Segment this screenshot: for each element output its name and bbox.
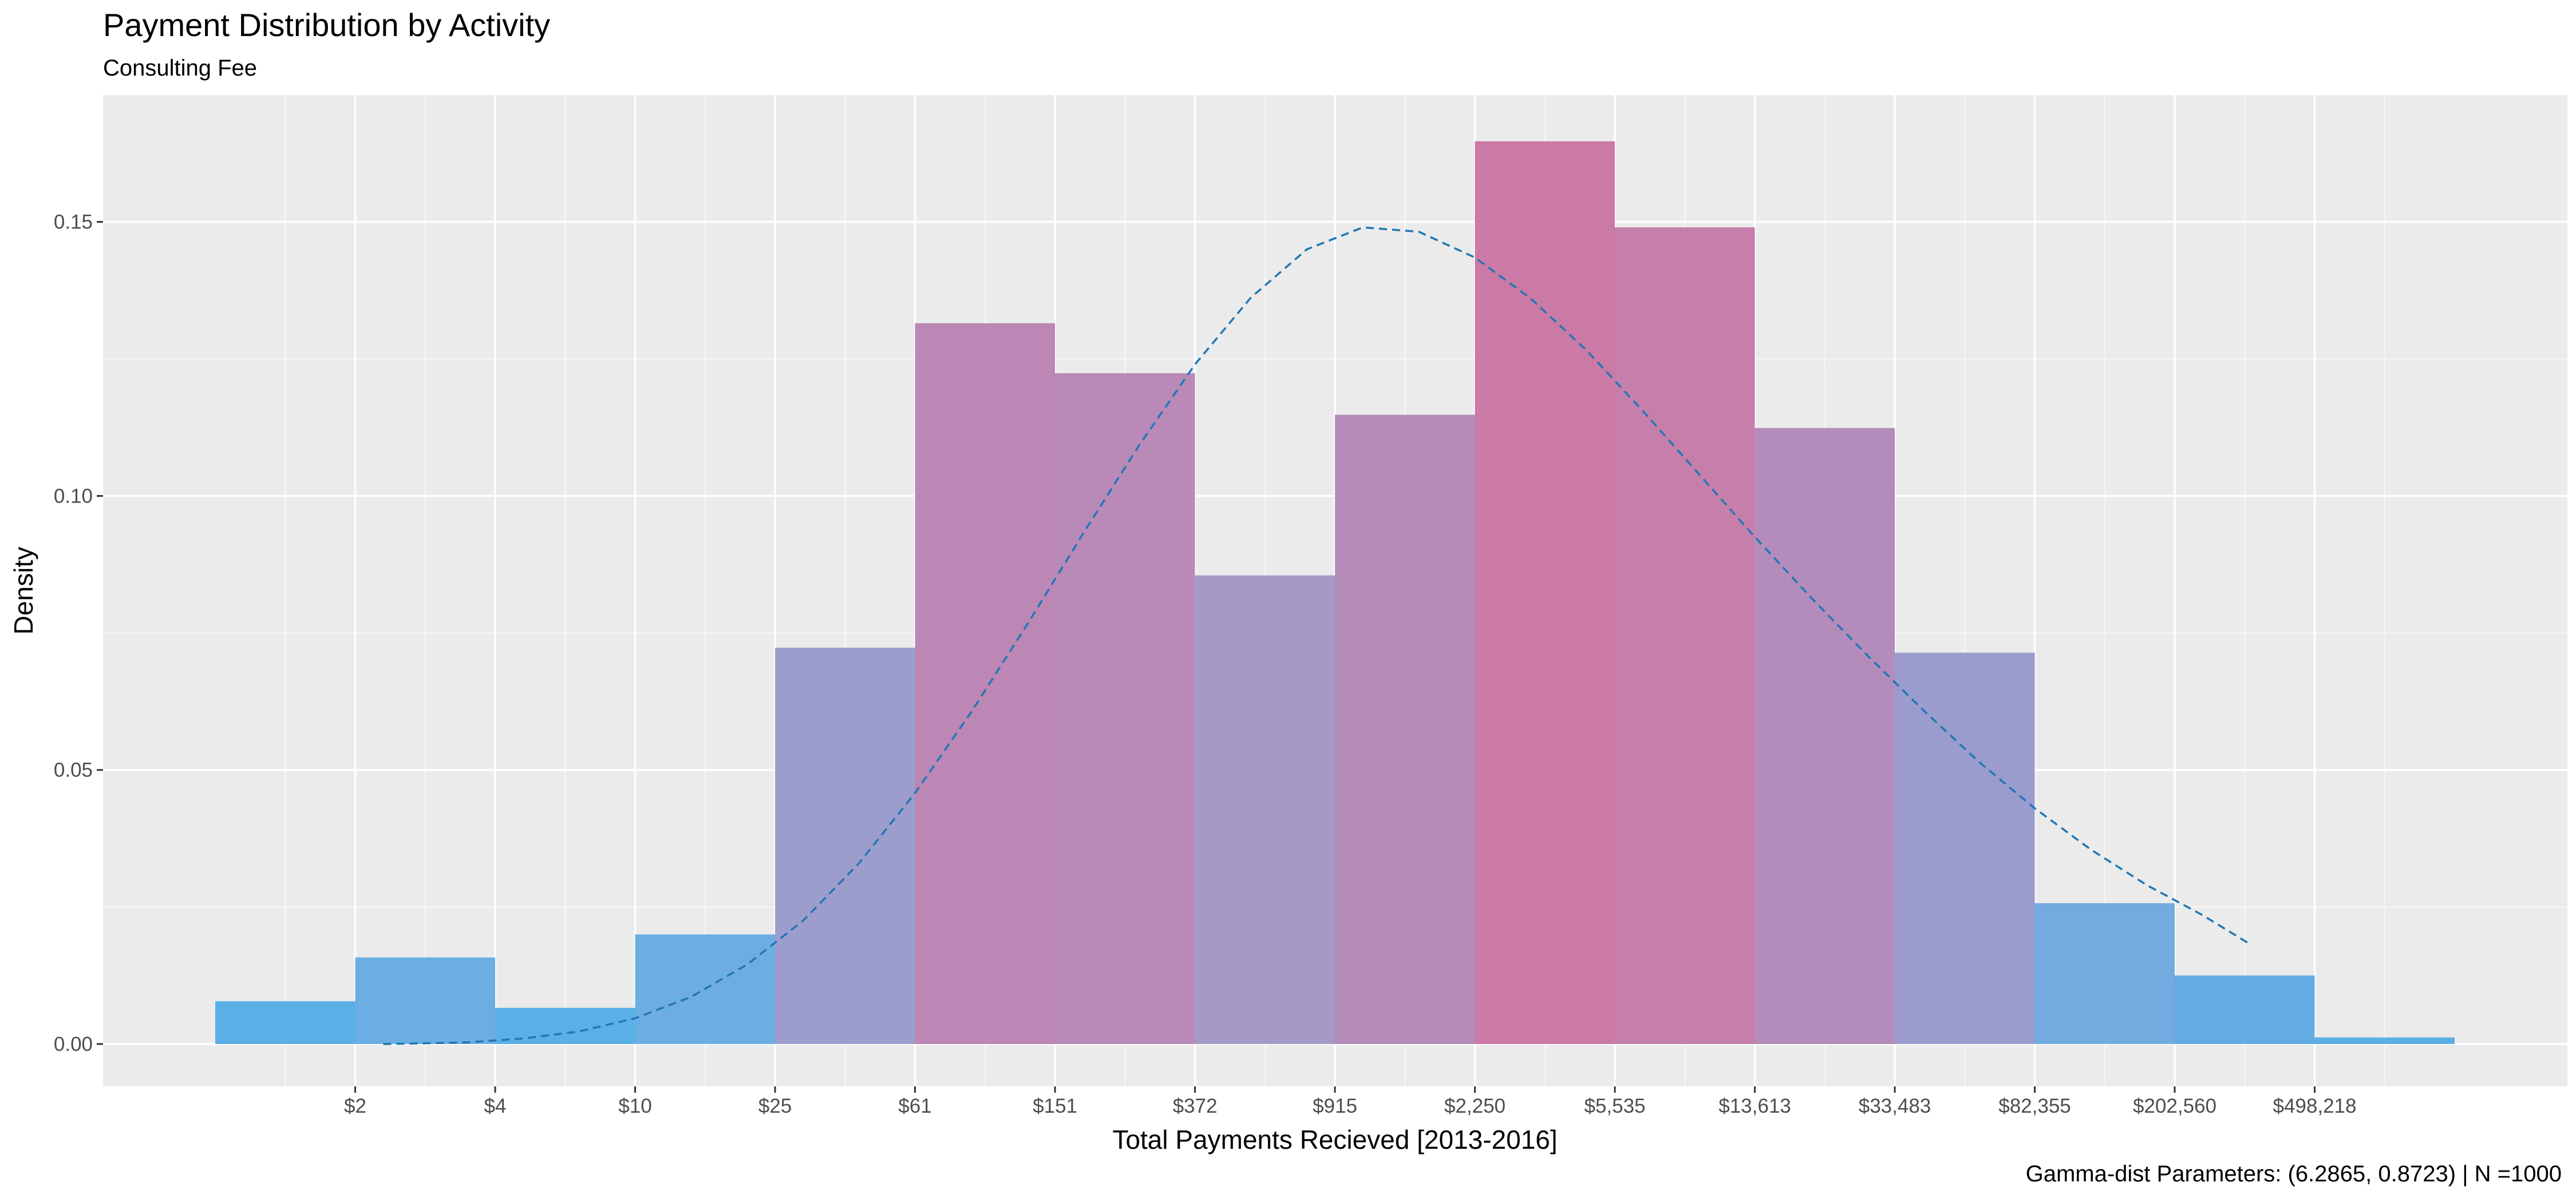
x-tick-label: $33,483 xyxy=(1859,1095,1931,1117)
x-tick-label: $151 xyxy=(1033,1095,1077,1117)
x-tick-label: $5,535 xyxy=(1584,1095,1645,1117)
y-axis-title: Density xyxy=(9,547,38,634)
chart-title: Payment Distribution by Activity xyxy=(103,7,551,43)
x-tick-label: $13,613 xyxy=(1718,1095,1791,1117)
histogram-bar xyxy=(2034,903,2175,1044)
histogram-bar xyxy=(1475,141,1615,1045)
histogram-bar xyxy=(1195,575,1335,1044)
x-tick-label: $2,250 xyxy=(1444,1095,1506,1117)
y-tick-label: 0.05 xyxy=(54,759,93,781)
histogram-bar xyxy=(2175,975,2315,1044)
x-tick-label: $25 xyxy=(758,1095,792,1117)
gamma-density-curve xyxy=(383,226,2249,1045)
x-tick-label: $202,560 xyxy=(2133,1095,2217,1117)
x-axis: $2 $4 $10 $25 $61 $151 $372 $915 $2,250 $5,535 $13… xyxy=(344,1086,2356,1117)
y-tick-label: 0.10 xyxy=(54,485,93,507)
histogram-bar xyxy=(215,1001,355,1044)
x-tick-label: $498,218 xyxy=(2273,1095,2357,1117)
x-tick-label: $10 xyxy=(618,1095,651,1117)
chart-subtitle: Consulting Fee xyxy=(103,56,258,81)
x-tick-label: $82,355 xyxy=(1998,1095,2071,1117)
y-tick-label: 0.00 xyxy=(54,1033,93,1055)
histogram-bar xyxy=(915,323,1055,1045)
x-tick-label: $61 xyxy=(898,1095,931,1117)
x-tick-label: $4 xyxy=(484,1095,507,1117)
histogram-bar xyxy=(1615,227,1755,1044)
chart-caption: Gamma-dist Parameters: (6.2865, 0.8723) … xyxy=(2025,1161,2562,1187)
histogram-bar xyxy=(1895,653,2035,1044)
x-tick-label: $372 xyxy=(1173,1095,1218,1117)
histogram-bars xyxy=(215,141,2455,1045)
histogram-bar xyxy=(2314,1037,2455,1044)
histogram-bar xyxy=(775,647,915,1044)
histogram-bar xyxy=(1335,414,1475,1044)
histogram-bar xyxy=(355,957,495,1044)
histogram-bar xyxy=(1755,428,1895,1045)
y-axis: 0.00 0.05 0.10 0.15 xyxy=(54,211,103,1055)
histogram-bar xyxy=(1055,373,1195,1044)
x-tick-label: $915 xyxy=(1313,1095,1357,1117)
x-axis-title: Total Payments Recieved [2013-2016] xyxy=(1112,1125,1557,1154)
y-tick-label: 0.15 xyxy=(54,211,93,234)
x-tick-label: $2 xyxy=(344,1095,366,1117)
